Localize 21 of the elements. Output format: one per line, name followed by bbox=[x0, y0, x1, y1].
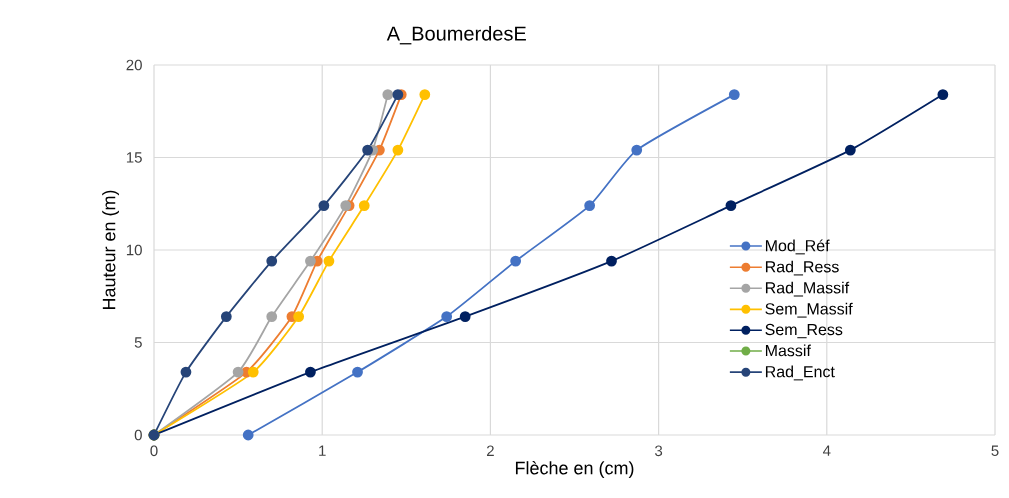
x-tick-label: 3 bbox=[655, 445, 663, 457]
legend-label: Sem_Massif bbox=[765, 302, 853, 318]
x-tick-label: 2 bbox=[486, 445, 494, 456]
x-tick-label: 5 bbox=[991, 445, 999, 456]
legend-label: Sem_Ress bbox=[765, 323, 843, 339]
x-tick-label: 0 bbox=[150, 445, 158, 457]
x-tick-label: 4 bbox=[822, 445, 831, 456]
x-tick-label: 1 bbox=[319, 445, 326, 456]
y-tick-label: 20 bbox=[126, 59, 142, 71]
y-tick-label: 0 bbox=[134, 429, 142, 441]
legend-label: Massif bbox=[765, 344, 811, 357]
y-axis-title: Hauteur en (m) bbox=[102, 190, 119, 310]
legend-label: Rad_Ress bbox=[765, 260, 839, 276]
y-tick-label: 15 bbox=[126, 152, 142, 163]
chart-title: A_BoumerdesE bbox=[386, 25, 526, 45]
x-axis-title: Flèche en (cm) bbox=[515, 460, 634, 478]
legend-label: Mod_Réf bbox=[765, 239, 830, 255]
y-tick-label: 5 bbox=[134, 337, 142, 348]
y-tick-label: 10 bbox=[126, 244, 142, 256]
legend-label: Rad_Massif bbox=[765, 281, 850, 297]
legend-label: Rad_Enct bbox=[765, 365, 835, 381]
